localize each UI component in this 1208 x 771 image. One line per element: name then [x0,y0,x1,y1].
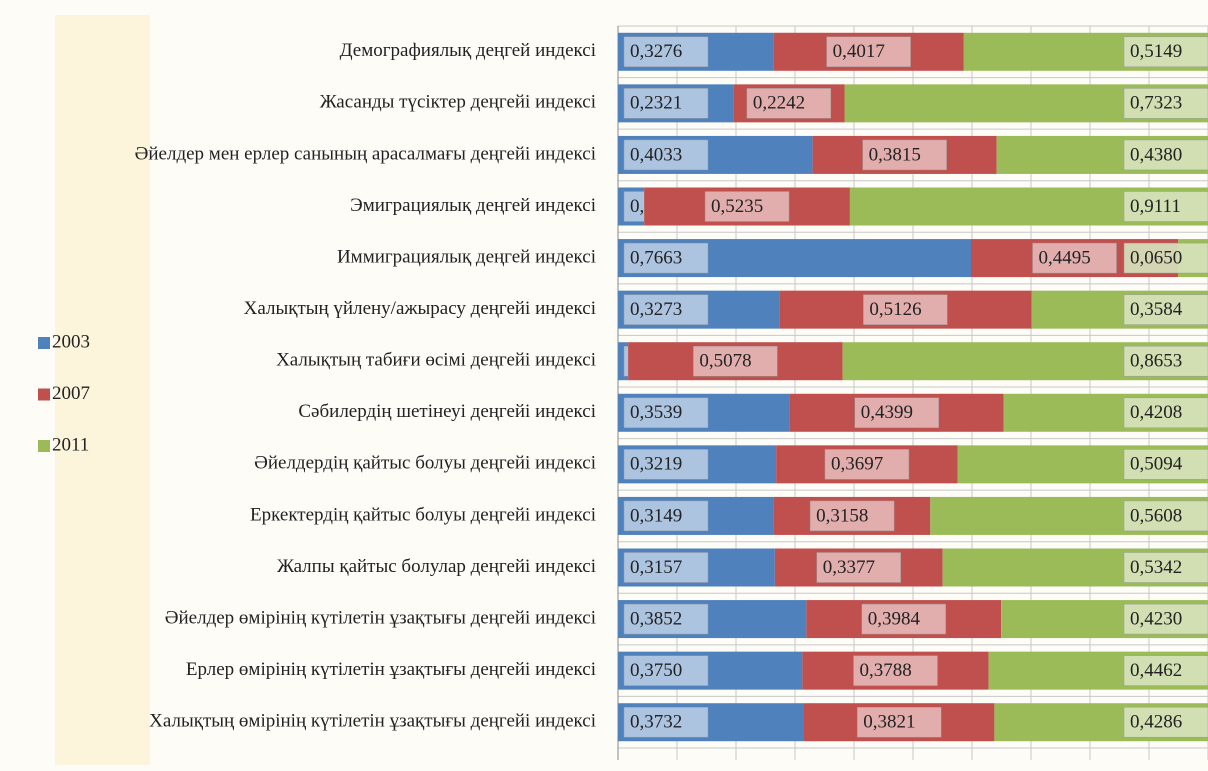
value-label: 0,5235 [711,196,763,217]
value-label: 0,3276 [630,41,682,62]
value-label: 0,3584 [1130,299,1183,320]
value-label: 0,3157 [630,557,682,578]
value-label: 0,5094 [1130,454,1183,475]
chart: Демографиялық деңгей индексі 0,3276 0,4017… [0,0,1208,771]
value-label: 0,5078 [699,351,751,372]
value-label: 0,4380 [1130,144,1182,165]
legend-label: 2003 [52,331,90,352]
value-label: 0,4017 [833,41,885,62]
value-label: 0,3815 [869,144,921,165]
value-label: 0,3984 [868,608,921,629]
value-label: 0,4208 [1130,402,1182,423]
category-label: Ерлер өмірінің күтілетін ұзақтығы деңгей… [186,659,596,680]
value-label: 0,5342 [1130,557,1182,578]
category-label: Еркектердің қайтыс болуы деңгейі индексі [250,504,596,525]
value-label: 0,3750 [630,660,682,681]
value-label: 0,5149 [1130,41,1182,62]
value-label: 0,3158 [816,505,868,526]
value-label: 0,4033 [630,144,682,165]
value-label: 0,3788 [859,660,911,681]
category-label: Халықтың үйлену/ажырасу деңгейі индексі [244,298,596,319]
value-label: 0,4286 [1130,712,1182,733]
legend-swatch [38,440,50,452]
value-label: 0,0650 [1130,247,1182,268]
category-label: Халықтың өмірінің күтілетін ұзақтығы дең… [149,711,596,732]
value-label: 0,2321 [630,93,682,114]
value-label: 0,3219 [630,454,682,475]
value-label: 0,8653 [1130,351,1182,372]
value-label: 0,3149 [630,505,682,526]
category-label: Сәбилердің шетінеуі деңгейі индексі [298,401,596,422]
value-label: 0,7663 [630,247,682,268]
legend-swatch [38,337,50,349]
legend-label: 2007 [52,383,90,404]
category-label: Иммиграциялық деңгей индексі [337,246,596,267]
category-label: Әйелдер өмірінің күтілетін ұзақтығы деңг… [165,607,596,628]
value-label: 0,3821 [863,712,915,733]
value-label: 0,5126 [869,299,921,320]
value-label: 0,7323 [1130,93,1182,114]
category-label: Жалпы қайтыс болулар деңгейі индексі [277,556,596,577]
value-label: 0,4462 [1130,660,1182,681]
value-label: 0,4399 [861,402,913,423]
legend-swatch [38,389,50,401]
value-label: 0,9111 [1130,196,1181,217]
value-label: 0,3377 [823,557,875,578]
category-label: Эмиграциялық деңгей индексі [350,195,596,216]
value-label: 0,4230 [1130,608,1182,629]
category-label: Әйелдердің қайтыс болуы деңгейі индексі [254,453,596,474]
value-label: 0,3539 [630,402,682,423]
category-label: Демографиялық деңгей индексі [340,40,596,61]
value-label: 0,3273 [630,299,682,320]
value-label: 0,3697 [831,454,883,475]
value-label: 0,5608 [1130,505,1182,526]
value-label: 0,4495 [1039,247,1091,268]
category-label: Халықтың табиғи өсімі деңгейі индексі [276,350,596,371]
legend-label: 2011 [52,434,89,455]
category-label: Әйелдер мен ерлер санының арасалмағы дең… [135,143,596,164]
category-label: Жасанды түсіктер деңгейі индексі [320,92,596,113]
value-label: 0,2242 [753,93,805,114]
value-label: 0,3732 [630,712,682,733]
value-label: 0,3852 [630,608,682,629]
